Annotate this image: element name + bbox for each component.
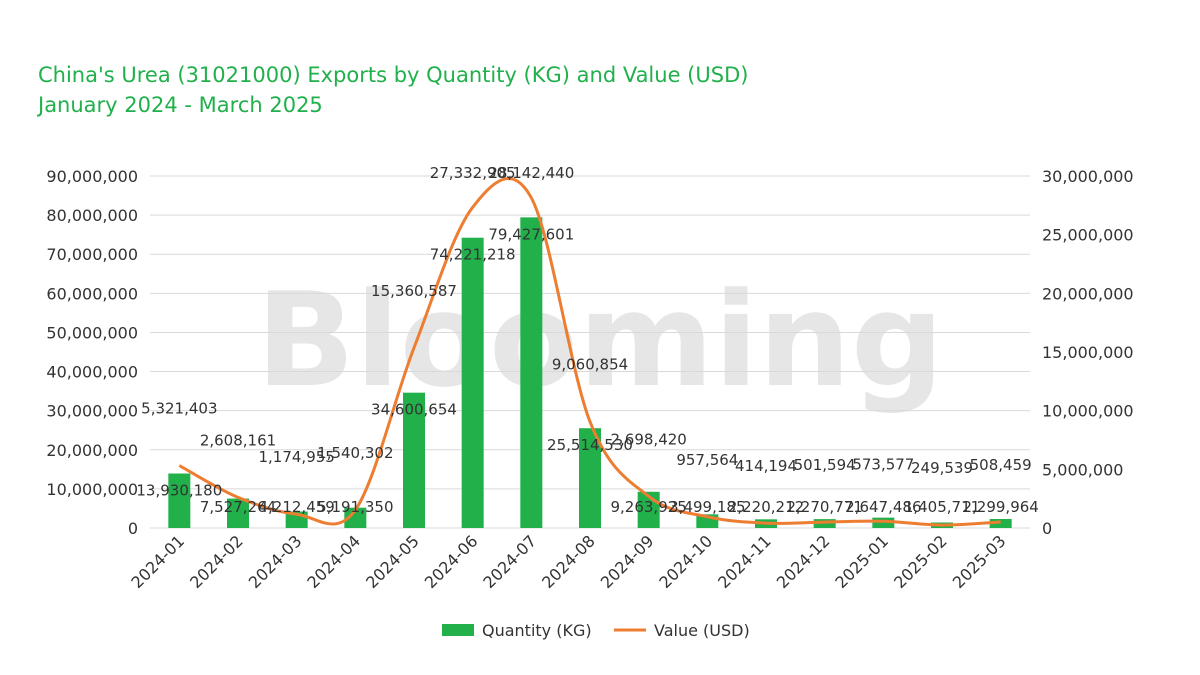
watermark: Blooming — [256, 264, 944, 416]
x-tick-label: 2024-02 — [186, 531, 247, 592]
bar-data-label: 74,221,218 — [430, 246, 516, 264]
x-axis: 2024-012024-022024-032024-042024-052024-… — [127, 531, 1009, 592]
x-tick-label: 2024-06 — [421, 531, 482, 592]
line-data-label: 414,194 — [735, 457, 797, 475]
bar-data-label: 13,930,180 — [136, 482, 222, 500]
y-right-tick-label: 0 — [1042, 519, 1052, 538]
x-tick-label: 2024-08 — [538, 531, 599, 592]
bar-data-label: 25,514,530 — [547, 436, 633, 454]
line-data-label: 508,459 — [970, 456, 1032, 474]
bar-data-label: 7,527,264 — [200, 498, 276, 516]
y-right-tick-label: 25,000,000 — [1042, 226, 1134, 245]
x-tick-label: 2024-05 — [362, 531, 423, 592]
y-left-tick-label: 60,000,000 — [46, 284, 138, 303]
line-data-label: 9,060,854 — [552, 356, 628, 374]
x-tick-label: 2024-12 — [773, 531, 834, 592]
y-left-tick-label: 80,000,000 — [46, 206, 138, 225]
line-data-label: 957,564 — [676, 451, 738, 469]
x-tick-label: 2024-10 — [655, 531, 716, 592]
quantity-bar — [461, 237, 484, 528]
line-data-label: 573,577 — [852, 455, 914, 473]
x-tick-label: 2025-03 — [949, 531, 1010, 592]
y-right-tick-label: 15,000,000 — [1042, 343, 1134, 362]
y-left-tick-label: 90,000,000 — [46, 167, 138, 186]
quantity-bar — [872, 517, 895, 528]
y-right-tick-label: 30,000,000 — [1042, 167, 1134, 186]
bar-data-label: 5,191,350 — [317, 498, 393, 516]
bar-data-label: 3,499,185 — [669, 498, 745, 516]
line-data-label: 1,540,302 — [317, 444, 393, 462]
x-tick-label: 2024-09 — [597, 531, 658, 592]
quantity-bar — [168, 473, 191, 528]
bar-data-label: 79,427,601 — [488, 225, 574, 243]
quantity-bar — [520, 217, 543, 528]
bar-data-label: 9,263,925 — [610, 498, 686, 516]
line-data-label: 501,594 — [794, 456, 856, 474]
bar-data-label: 2,270,771 — [786, 498, 862, 516]
y-left-tick-label: 10,000,000 — [46, 480, 138, 499]
line-data-label: 5,321,403 — [141, 400, 217, 418]
y-left-tick-label: 50,000,000 — [46, 323, 138, 342]
x-tick-label: 2024-07 — [479, 531, 540, 592]
chart-title: China's Urea (31021000) Exports by Quant… — [38, 63, 749, 87]
y-left-tick-label: 0 — [128, 519, 138, 538]
chart-title-block: China's Urea (31021000) Exports by Quant… — [38, 60, 748, 120]
quantity-bar — [579, 428, 601, 528]
y-left-tick-label: 70,000,000 — [46, 245, 138, 264]
line-data-label: 1,174,955 — [258, 448, 334, 466]
quantity-bar — [403, 392, 425, 528]
legend: Quantity (KG) Value (USD) — [442, 621, 750, 640]
y-right-tick-label: 5,000,000 — [1042, 460, 1123, 479]
bar-series — [168, 217, 1012, 528]
right-axis: 0 5,000,000 10,000,000 15,000,000 20,000,000… — [1042, 167, 1134, 538]
bar-data-label: 34,600,654 — [371, 401, 457, 419]
line-data-label: 28,142,440 — [488, 164, 574, 182]
line-data-label: 2,608,161 — [200, 431, 276, 449]
y-right-tick-label: 20,000,000 — [1042, 284, 1134, 303]
y-right-tick-label: 10,000,000 — [1042, 402, 1134, 421]
chart-subtitle: January 2024 - March 2025 — [38, 93, 323, 117]
x-tick-label: 2024-03 — [245, 531, 306, 592]
y-left-tick-label: 30,000,000 — [46, 402, 138, 421]
x-tick-label: 2025-02 — [890, 531, 951, 592]
value-line — [178, 177, 1001, 527]
quantity-bar — [227, 498, 249, 528]
y-left-tick-label: 20,000,000 — [46, 441, 138, 460]
bar-data-label: 2,220,212 — [728, 498, 804, 516]
line-data-label: 2,698,420 — [610, 430, 686, 448]
x-tick-label: 2024-01 — [127, 531, 188, 592]
bar-data-label: 2,647,486 — [845, 498, 921, 516]
line-series — [178, 177, 1001, 527]
legend-bar-swatch — [442, 624, 474, 636]
legend-label-value: Value (USD) — [654, 621, 750, 640]
x-tick-label: 2024-11 — [714, 531, 775, 592]
line-data-label: 249,539 — [911, 459, 973, 477]
left-axis: 0 10,000,000 20,000,000 30,000,000 40,000,00… — [46, 167, 138, 538]
bar-data-label: 4,212,459 — [258, 498, 334, 516]
line-data-label: 27,332,905 — [430, 164, 516, 182]
x-tick-label: 2024-04 — [303, 531, 364, 592]
legend-label-quantity: Quantity (KG) — [482, 621, 592, 640]
x-tick-label: 2025-01 — [831, 531, 892, 592]
line-data-label: 15,360,587 — [371, 282, 457, 300]
y-left-tick-label: 40,000,000 — [46, 363, 138, 382]
bar-data-label: 1,405,711 — [904, 498, 980, 516]
quantity-bar — [344, 507, 367, 528]
bar-data-label: 2,299,964 — [962, 498, 1038, 516]
